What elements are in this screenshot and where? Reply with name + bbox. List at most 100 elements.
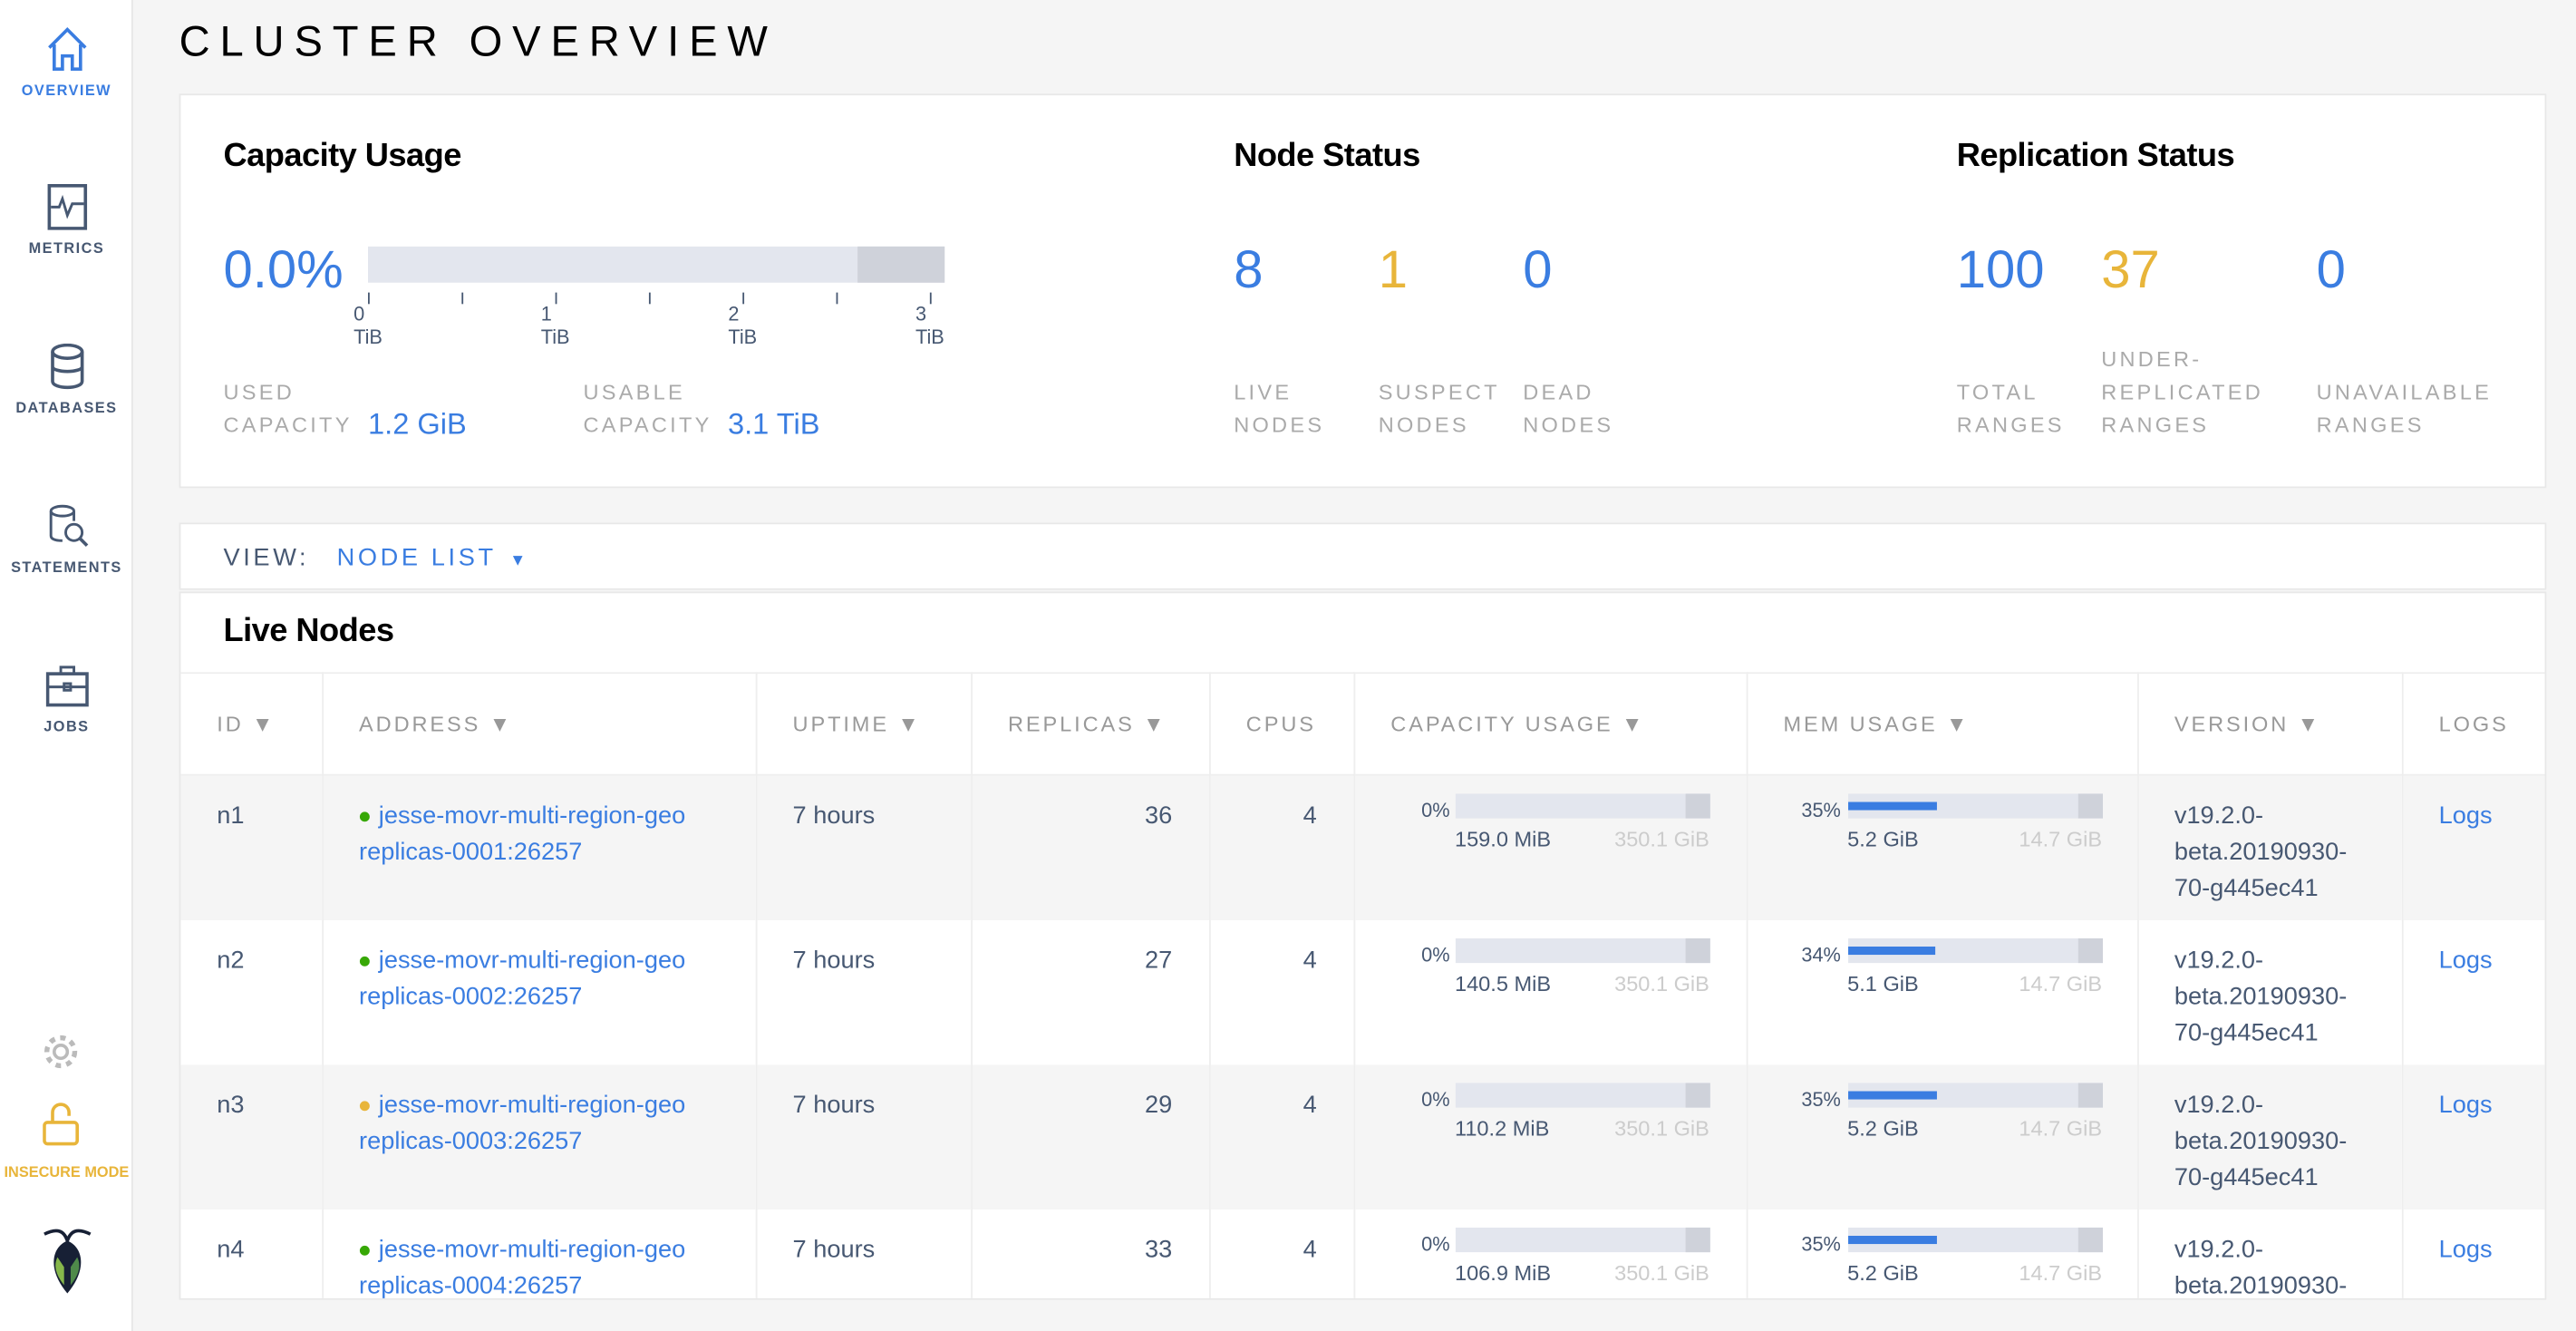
capacity-total: 350.1 GiB (1614, 1259, 1709, 1285)
live-nodes-title: Live Nodes (223, 613, 395, 649)
logs-link[interactable]: Logs (2438, 1235, 2493, 1263)
mem-bar (1847, 1082, 2103, 1107)
sidebar-label: STATEMENTS (11, 559, 122, 576)
table-row: n1 jesse-movr-multi-region-geo replicas-00… (180, 774, 2545, 920)
node-id: n3 (180, 1064, 324, 1210)
node-address: jesse-movr-multi-region-geo replicas-0002… (322, 919, 757, 1064)
sidebar-item-jobs[interactable]: JOBS (0, 662, 133, 734)
column-header[interactable]: UPTIME ▼ (755, 672, 973, 776)
capacity-total: 350.1 GiB (1614, 970, 1709, 996)
total-ranges-count: 100 (1956, 239, 2045, 299)
node-version: v19.2.0-beta.20190930-70-g445ec41 (2137, 1209, 2403, 1298)
used-capacity-label: USED CAPACITY (223, 379, 353, 438)
node-address-link[interactable]: jesse-movr-multi-region-geo replicas-0001… (359, 802, 686, 867)
gear-icon[interactable] (41, 1032, 81, 1072)
node-id: n4 (180, 1209, 324, 1298)
column-header[interactable]: ID ▼ (180, 672, 324, 776)
mem-bar-fill (1847, 1235, 1937, 1244)
table-row: n4 jesse-movr-multi-region-geo replicas-00… (180, 1209, 2544, 1299)
capacity-percent: 0.0% (223, 239, 344, 299)
logs-link[interactable]: Logs (2438, 946, 2493, 974)
sidebar-item-overview[interactable]: OVERVIEW (0, 26, 133, 99)
column-header[interactable]: ADDRESS ▼ (322, 672, 757, 776)
node-capacity-usage: 0% 140.5 MiB 350.1 GiB (1353, 919, 1748, 1064)
home-icon (47, 27, 86, 71)
mem-bar (1847, 793, 2103, 819)
live-nodes-card: Live Nodes ID ▼ ADDRESS ▼ UPTIME ▼ REPLICAS… (179, 591, 2547, 1300)
node-mem-usage: 35% 5.2 GiB 14.7 GiB (1746, 1064, 2138, 1210)
column-header[interactable]: REPLICAS ▼ (971, 672, 1210, 776)
cockroach-logo (44, 1229, 92, 1294)
mem-total: 14.7 GiB (2019, 1259, 2103, 1285)
mem-used: 5.2 GiB (1847, 1114, 1919, 1140)
sidebar-label: METRICS (28, 239, 105, 257)
sidebar-label: OVERVIEW (21, 82, 112, 99)
capacity-used: 159.0 MiB (1454, 826, 1552, 851)
logs-link[interactable]: Logs (2438, 1090, 2493, 1119)
mem-bar-fill (1847, 802, 1937, 811)
under-replicated-count: 37 (2101, 239, 2160, 299)
tick-label: 1 TiB (540, 302, 570, 349)
used-capacity-value: 1.2 GiB (368, 407, 467, 441)
node-id: n2 (180, 919, 324, 1064)
node-version: v19.2.0-beta.20190930-70-g445ec41 (2137, 774, 2403, 920)
dead-nodes-count: 0 (1523, 239, 1553, 299)
mem-used: 5.2 GiB (1847, 826, 1919, 851)
node-cpus: 4 (1209, 1209, 1355, 1298)
view-dropdown[interactable]: NODE LIST ▼ (337, 544, 529, 572)
tick-label: 2 TiB (728, 302, 758, 349)
lock-icon (43, 1103, 79, 1146)
sidebar-item-databases[interactable]: DATABASES (0, 343, 133, 416)
mem-bar (1847, 1227, 2103, 1252)
node-logs: Logs (2401, 1064, 2545, 1210)
table-row: n2 jesse-movr-multi-region-geo replicas-00… (180, 919, 2544, 1064)
suspect-nodes-count: 1 (1378, 239, 1408, 299)
view-selected: NODE LIST (336, 543, 497, 572)
column-header[interactable]: VERSION ▼ (2137, 672, 2403, 776)
node-replicas: 27 (971, 919, 1210, 1064)
sidebar-item-statements[interactable]: STATEMENTS (0, 503, 133, 576)
column-header[interactable]: CAPACITY USAGE ▼ (1353, 672, 1748, 776)
capacity-total: 350.1 GiB (1614, 1114, 1709, 1140)
node-replicas: 36 (971, 774, 1210, 920)
capacity-percent: 0% (1421, 1086, 1450, 1111)
node-version: v19.2.0-beta.20190930-70-g445ec41 (2137, 1064, 2403, 1210)
sidebar-label: JOBS (44, 718, 90, 735)
capacity-percent: 0% (1421, 1231, 1450, 1255)
total-ranges-label: TOTAL RANGES (1956, 379, 2065, 438)
sidebar-item-metrics[interactable]: METRICS (0, 184, 133, 257)
mem-percent: 35% (1801, 798, 1841, 822)
node-replicas: 33 (971, 1209, 1210, 1298)
tick-label: 0 TiB (353, 302, 383, 349)
usable-capacity-value: 3.1 TiB (727, 407, 820, 441)
node-uptime: 7 hours (755, 774, 973, 920)
metrics-icon (46, 184, 87, 230)
mem-bar-fill (1847, 946, 1935, 955)
status-dot-icon (359, 1245, 369, 1255)
node-address-link[interactable]: jesse-movr-multi-region-geo replicas-0003… (359, 1090, 686, 1155)
nodes-table: ID ▼ ADDRESS ▼ UPTIME ▼ REPLICAS ▼ CPUS CAPAC… (180, 672, 2545, 1299)
status-dot-icon (359, 811, 369, 822)
mem-total: 14.7 GiB (2019, 970, 2103, 996)
capacity-bar-unusable (857, 246, 945, 283)
node-address-link[interactable]: jesse-movr-multi-region-geo replicas-0002… (359, 946, 686, 1010)
node-mem-usage: 35% 5.2 GiB 14.7 GiB (1746, 1209, 2138, 1298)
caret-down-icon: ▼ (509, 552, 529, 570)
unavailable-ranges-count: 0 (2316, 239, 2346, 299)
node-address-link[interactable]: jesse-movr-multi-region-geo replicas-0004… (359, 1235, 686, 1299)
node-capacity-usage: 0% 110.2 MiB 350.1 GiB (1353, 1064, 1748, 1210)
node-version: v19.2.0-beta.20190930-70-g445ec41 (2137, 919, 2403, 1064)
node-logs: Logs (2401, 774, 2545, 920)
sidebar: OVERVIEW METRICS DATABASES STATEMENTS JO… (0, 0, 133, 1331)
logs-link[interactable]: Logs (2438, 802, 2493, 831)
capacity-used: 110.2 MiB (1454, 1114, 1550, 1140)
mem-used: 5.1 GiB (1847, 970, 1919, 996)
column-header[interactable]: MEM USAGE ▼ (1746, 672, 2138, 776)
node-replicas: 29 (971, 1064, 1210, 1210)
capacity-percent: 0% (1421, 798, 1450, 822)
capacity-bar (1454, 1227, 1709, 1252)
column-header: LOGS (2401, 672, 2545, 776)
capacity-total: 350.1 GiB (1614, 826, 1709, 851)
capacity-used: 106.9 MiB (1454, 1259, 1552, 1285)
